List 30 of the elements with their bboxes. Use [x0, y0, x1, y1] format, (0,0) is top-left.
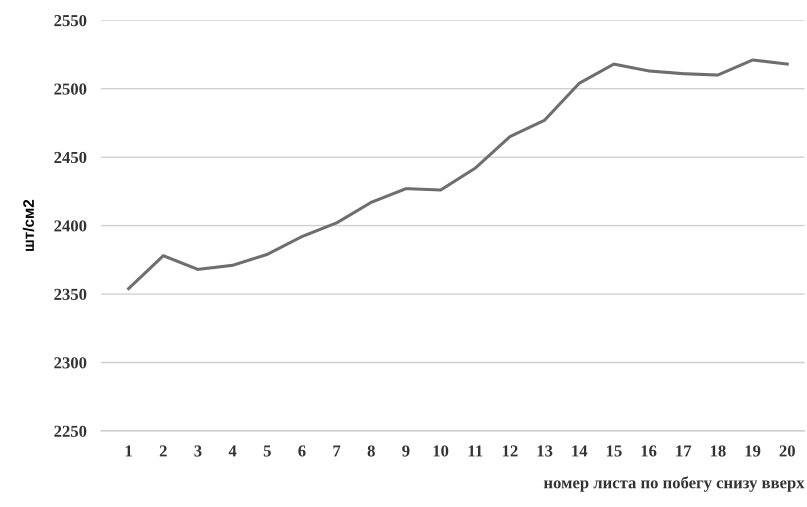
x-tick-label: 3: [194, 445, 202, 457]
x-tick-label: 8: [368, 445, 375, 457]
x-tick-label: 4: [228, 445, 236, 456]
x-axis-title: номер листа по побегу снизу вверх: [544, 476, 804, 492]
x-tick-label: 16: [642, 445, 656, 457]
x-tick-label: 10: [434, 445, 448, 457]
y-tick-label: 2400: [54, 220, 86, 232]
x-tick-label: 17: [676, 445, 692, 456]
x-tick-label: 1: [126, 445, 132, 456]
y-tick-label: 2550: [54, 14, 86, 26]
x-tick-label: 20: [780, 445, 795, 457]
x-tick-label: 11: [468, 445, 482, 456]
x-tick-label: 19: [746, 445, 760, 457]
x-tick-label: 2: [160, 445, 167, 456]
y-tick-label: 2450: [54, 152, 86, 164]
y-tick-label: 2300: [54, 357, 86, 368]
x-tick-label: 12: [502, 445, 518, 456]
x-tick-label: 7: [333, 445, 340, 456]
x-tick-label: 13: [538, 445, 552, 457]
y-axis-title: шт/см2: [22, 200, 34, 251]
y-tick-label: 2350: [54, 288, 86, 300]
y-tick-label: 2250: [54, 426, 86, 437]
x-tick-label: 9: [402, 445, 410, 457]
x-tick-label: 6: [298, 445, 306, 457]
x-tick-label: 5: [264, 445, 271, 457]
x-tick-label: 14: [572, 445, 588, 456]
y-tick-label: 2500: [54, 83, 86, 95]
line-series: [127, 58, 789, 290]
x-tick-label: 15: [606, 445, 622, 457]
x-tick-label: 18: [710, 445, 726, 457]
